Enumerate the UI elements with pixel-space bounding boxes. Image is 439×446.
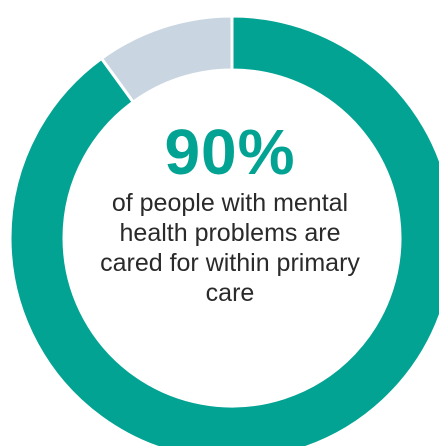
center-label: 90% of people with mental health problem… <box>99 118 361 308</box>
center-value: 90% <box>164 116 296 188</box>
donut-slice-0 <box>8 14 439 446</box>
center-caption: of people with mental health problems ar… <box>100 189 360 307</box>
donut-slice-1 <box>99 14 234 105</box>
